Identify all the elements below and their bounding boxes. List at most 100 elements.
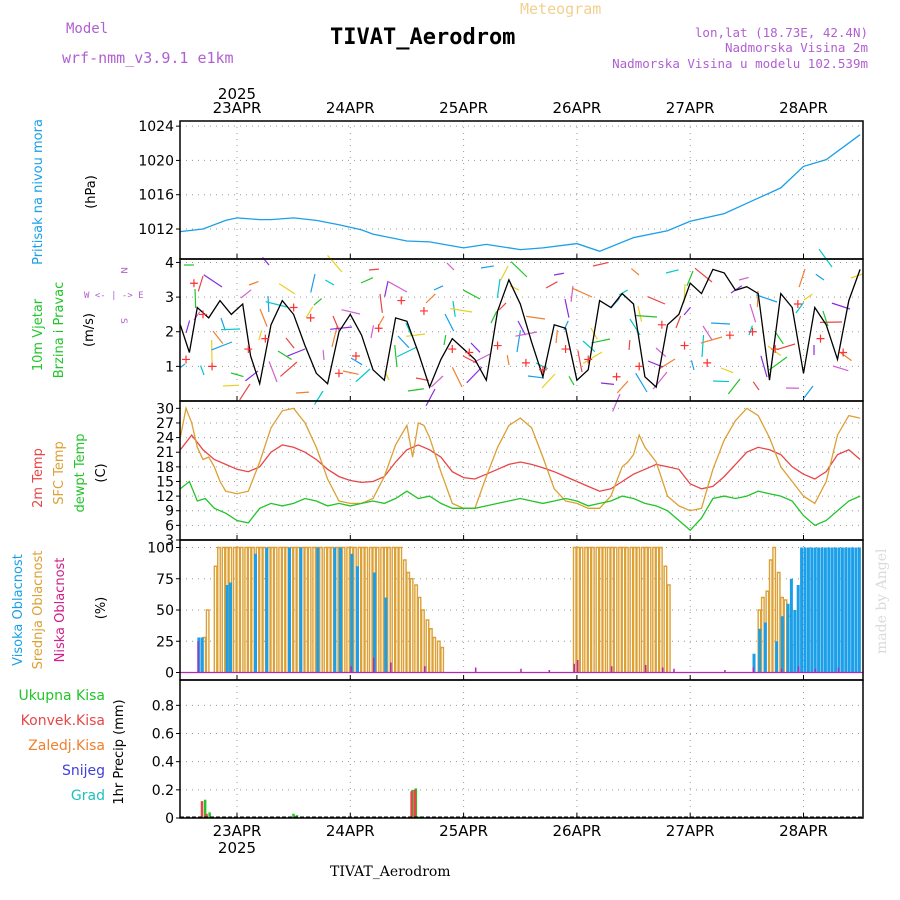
wind-arrow	[658, 358, 676, 370]
wind-arrow	[752, 381, 760, 391]
y-tick-label: 2	[165, 325, 174, 341]
cloud-bar	[389, 662, 392, 673]
y-tick-label: 24	[156, 431, 174, 447]
day-label-top: 23APR	[213, 99, 262, 117]
wind-arrow	[760, 355, 768, 378]
wind-arrow	[425, 293, 436, 304]
cloud-bar	[584, 546, 589, 673]
wind-arrow	[768, 356, 788, 371]
day-label-top: 25APR	[439, 99, 488, 117]
gust-mark	[584, 355, 593, 364]
cloud-bar	[364, 546, 369, 673]
cloud-bar	[598, 546, 603, 673]
cloud-bar	[763, 622, 767, 673]
wind-arrow	[686, 270, 694, 287]
wind-arrow	[795, 302, 805, 314]
wind-arrow	[220, 328, 241, 331]
wind-arrow	[616, 380, 629, 394]
wind-arrow	[553, 272, 564, 276]
precip-bar	[205, 813, 208, 818]
y-tick-label: 3	[165, 290, 174, 306]
cloud-bar	[247, 546, 252, 673]
wind-arrow	[370, 325, 375, 339]
cloud-bar	[265, 547, 269, 673]
cloud-bar	[854, 547, 858, 673]
cloud-bar	[590, 546, 595, 673]
wind-arrow	[378, 316, 385, 326]
gust-mark	[397, 296, 406, 305]
wind-arrow	[443, 335, 447, 346]
cloud-bar	[610, 546, 615, 673]
gust-mark	[244, 345, 253, 354]
day-label-bottom: 24APR	[326, 822, 375, 840]
gust-mark	[199, 310, 208, 319]
wind-arrow	[379, 293, 383, 313]
wind-arrow	[287, 348, 306, 357]
cloud-bar	[658, 546, 663, 673]
cloud-bar	[346, 546, 351, 673]
wind-arrow	[405, 322, 412, 336]
cloud-bar	[307, 546, 312, 673]
gust-mark	[793, 300, 802, 309]
cloud-bar	[644, 665, 647, 673]
cloud-bar	[205, 609, 210, 673]
cloud-bar	[786, 603, 790, 673]
precipitation-panel: 0 0.2 0.4 0.6 0.8	[152, 679, 864, 827]
cloud-bar	[375, 546, 380, 673]
cloud-bar	[372, 657, 375, 673]
dewpt-temp-line	[180, 480, 861, 532]
wind-arrow	[267, 295, 270, 313]
cloud-bar	[579, 546, 584, 673]
wind-arrow	[727, 378, 741, 395]
wind-arrow	[701, 335, 705, 358]
cloud-bar	[236, 546, 241, 673]
cloud-bar	[793, 610, 797, 673]
wind-arrow	[775, 332, 784, 345]
cloud-bar	[840, 547, 844, 673]
wind-arrow	[325, 279, 335, 286]
y-tick-label: 9	[165, 504, 174, 520]
high-cloud-label: Visoka Oblacnost	[11, 554, 26, 666]
wind-arrow	[571, 287, 593, 298]
wind-arrow	[446, 262, 455, 271]
wind-arrow	[776, 343, 796, 351]
y-tick-label: 1	[165, 359, 174, 375]
cloud-bar	[520, 668, 522, 673]
gust-mark	[493, 341, 502, 350]
wind-arrow	[384, 280, 389, 297]
wind-arrow	[517, 320, 527, 336]
precip-bar	[410, 791, 413, 818]
wind-arrow	[655, 347, 667, 357]
low-cloud-label: Niska Oblacnost	[53, 558, 68, 663]
wind-arrow	[360, 277, 374, 284]
cloud-bar	[621, 546, 626, 673]
wind-ylabel: 10m Vjetar Brzina i Pravac (m/s) N W <- …	[31, 267, 144, 378]
compass-n: N	[118, 267, 128, 274]
wind-arrow	[305, 306, 314, 319]
cloud-bar	[548, 670, 551, 673]
cloud-bar	[417, 596, 422, 673]
cloud-bar	[232, 546, 237, 673]
wind-arrow	[406, 333, 426, 337]
wind-arrow	[278, 283, 296, 295]
cloud-bar	[175, 663, 177, 673]
cloud-bar	[644, 546, 649, 673]
wind-arrow	[185, 320, 191, 334]
wind-arrow	[470, 342, 481, 353]
cloud-bar	[724, 670, 726, 673]
cloud-bar	[636, 546, 641, 673]
wind-arrow	[700, 336, 723, 344]
model-elevation-label: Nadmorska Visina u modelu 102.539m	[612, 56, 868, 71]
y-tick-label: 0.4	[152, 755, 174, 771]
cloud-bar	[796, 585, 800, 673]
y-tick-label: 18	[156, 460, 174, 476]
precipitation-panel-frame	[179, 679, 864, 819]
cloud-bar	[304, 546, 309, 673]
wind-arrow	[630, 268, 640, 276]
wind-arrow	[749, 303, 757, 323]
cloud-bar	[647, 546, 652, 673]
y-tick-label: 30	[156, 401, 174, 417]
cloud-bar	[661, 667, 664, 673]
pressure-unit: (hPa)	[84, 175, 99, 209]
gust-mark	[448, 345, 457, 354]
